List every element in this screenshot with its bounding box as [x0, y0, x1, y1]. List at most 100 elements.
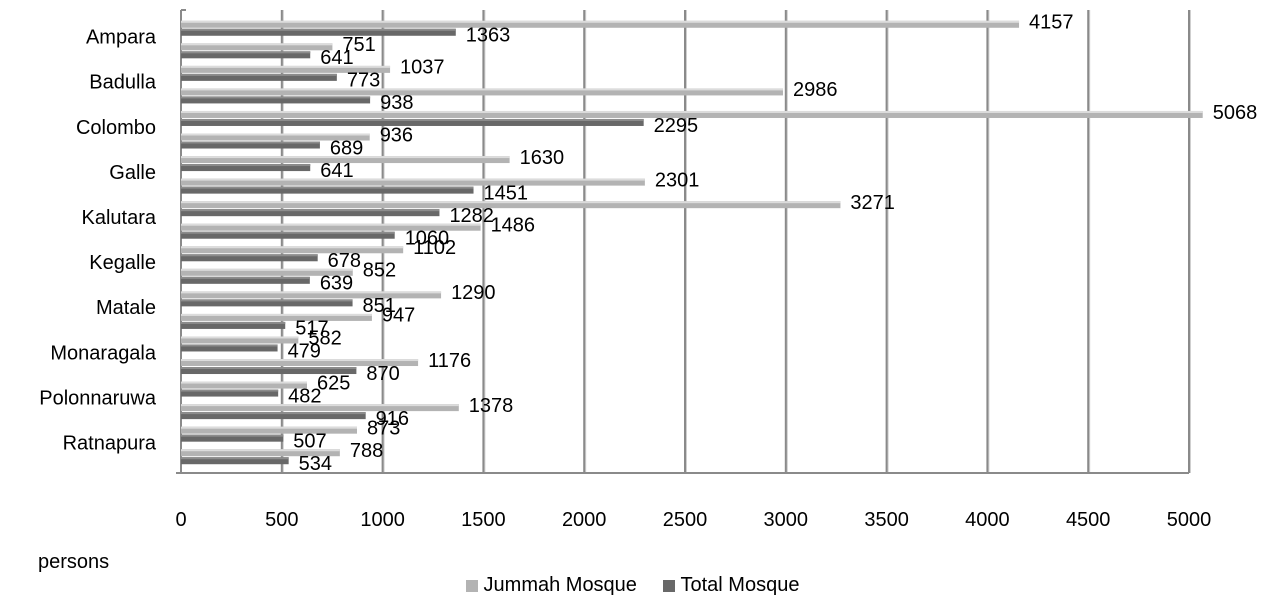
- data-label: 2295: [654, 115, 699, 137]
- bar-highlight: [181, 28, 456, 31]
- bar-highlight: [181, 133, 370, 136]
- bar-jummah: [181, 291, 442, 299]
- bar-highlight: [181, 313, 372, 316]
- bar-total: [181, 299, 353, 307]
- bar-total: [181, 51, 311, 59]
- data-label: 947: [382, 305, 415, 327]
- data-label: 5068: [1213, 102, 1258, 124]
- category-label: Ratnapura: [63, 432, 157, 454]
- bar-total: [181, 28, 456, 36]
- data-label: 482: [288, 385, 321, 407]
- bar-highlight: [181, 186, 474, 189]
- bar-highlight: [181, 43, 333, 46]
- bar-highlight: [181, 223, 481, 226]
- data-label: 1282: [449, 205, 494, 227]
- x-tick-label: 4000: [965, 509, 1010, 531]
- data-label: 1378: [469, 395, 514, 417]
- bar-jummah: [181, 381, 307, 389]
- bar-highlight: [181, 276, 310, 279]
- bar-highlight: [181, 434, 284, 437]
- bar-jummah: [181, 178, 645, 186]
- bar-total: [181, 434, 284, 442]
- x-axis-title: persons: [38, 551, 109, 573]
- bar-highlight: [181, 299, 353, 302]
- bar-highlight: [181, 209, 440, 212]
- x-tick-label: 2500: [663, 509, 708, 531]
- data-label: 2986: [793, 79, 838, 101]
- data-label: 639: [320, 273, 353, 295]
- bar-total: [181, 164, 311, 172]
- category-label: Colombo: [76, 117, 156, 139]
- category-label: Polonnaruwa: [39, 387, 157, 409]
- data-label: 1176: [428, 350, 471, 372]
- bar-highlight: [181, 336, 299, 339]
- bar-jummah: [181, 133, 370, 141]
- bar-total: [181, 254, 318, 262]
- legend-label-jummah: Jummah Mosque: [483, 574, 637, 596]
- x-tick-label: 2000: [562, 509, 607, 531]
- bar-jummah: [181, 268, 353, 276]
- bar-jummah: [181, 223, 481, 231]
- bar-highlight: [181, 201, 841, 204]
- bar-highlight: [181, 118, 644, 121]
- bar-highlight: [181, 51, 311, 54]
- bar-jummah: [181, 20, 1020, 28]
- category-label: Ampara: [86, 27, 157, 49]
- bar-highlight: [181, 178, 645, 181]
- data-label: 870: [366, 363, 399, 385]
- x-tick-label: 1000: [360, 509, 405, 531]
- bar-jummah: [181, 336, 299, 344]
- bar-total: [181, 73, 337, 81]
- legend-item-jummah: Jummah Mosque: [465, 574, 637, 597]
- x-tick-label: 4500: [1066, 509, 1111, 531]
- bar-total: [181, 276, 310, 284]
- data-label: 2301: [655, 169, 700, 191]
- bar-total: [181, 321, 286, 329]
- bar-highlight: [181, 404, 459, 407]
- x-tick-label: 0: [175, 509, 186, 531]
- data-label: 582: [308, 327, 341, 349]
- data-label: 1102: [413, 237, 456, 259]
- x-tick-label: 3000: [764, 509, 809, 531]
- x-tick-labels: 0 500 1000 1500 2000 2500 3000 3500 4000 4500 5000: [175, 509, 1211, 531]
- data-label: 479: [288, 340, 321, 362]
- data-label: 1630: [520, 147, 565, 169]
- data-label: 689: [330, 137, 363, 159]
- bar-highlight: [181, 449, 340, 452]
- bars: [181, 20, 1203, 465]
- legend-swatch-total: [662, 580, 675, 592]
- legend-swatch-jummah: [465, 580, 478, 592]
- category-label: Galle: [109, 162, 156, 184]
- bar-jummah: [181, 110, 1203, 118]
- data-label: 641: [320, 160, 353, 182]
- bar-highlight: [181, 321, 286, 324]
- data-label: 852: [363, 260, 396, 282]
- data-label: 507: [293, 430, 326, 452]
- category-labels: Ratnapura Polonnaruwa Monaragala Matale Kega…: [39, 27, 157, 455]
- category-label: Kalutara: [82, 207, 157, 229]
- legend-label-total: Total Mosque: [680, 574, 800, 596]
- bar-jummah: [181, 65, 391, 73]
- bar-highlight: [181, 65, 391, 68]
- data-label: 788: [350, 440, 383, 462]
- bar-total: [181, 96, 371, 104]
- bar-highlight: [181, 389, 279, 392]
- bar-jummah: [181, 313, 372, 321]
- data-label: 1037: [400, 57, 445, 79]
- data-label: 916: [376, 408, 409, 430]
- bar-total: [181, 344, 278, 352]
- x-tick-label: 3500: [864, 509, 909, 531]
- data-label: 873: [367, 417, 400, 439]
- data-label: 3271: [850, 192, 895, 214]
- data-label: 4157: [1029, 12, 1074, 34]
- bar-highlight: [181, 359, 419, 362]
- data-label: 938: [380, 92, 413, 114]
- bar-jummah: [181, 246, 404, 254]
- bar-total: [181, 412, 366, 420]
- bar-highlight: [181, 88, 783, 91]
- bar-highlight: [181, 344, 278, 347]
- data-label: 641: [320, 47, 353, 69]
- bar-highlight: [181, 426, 357, 429]
